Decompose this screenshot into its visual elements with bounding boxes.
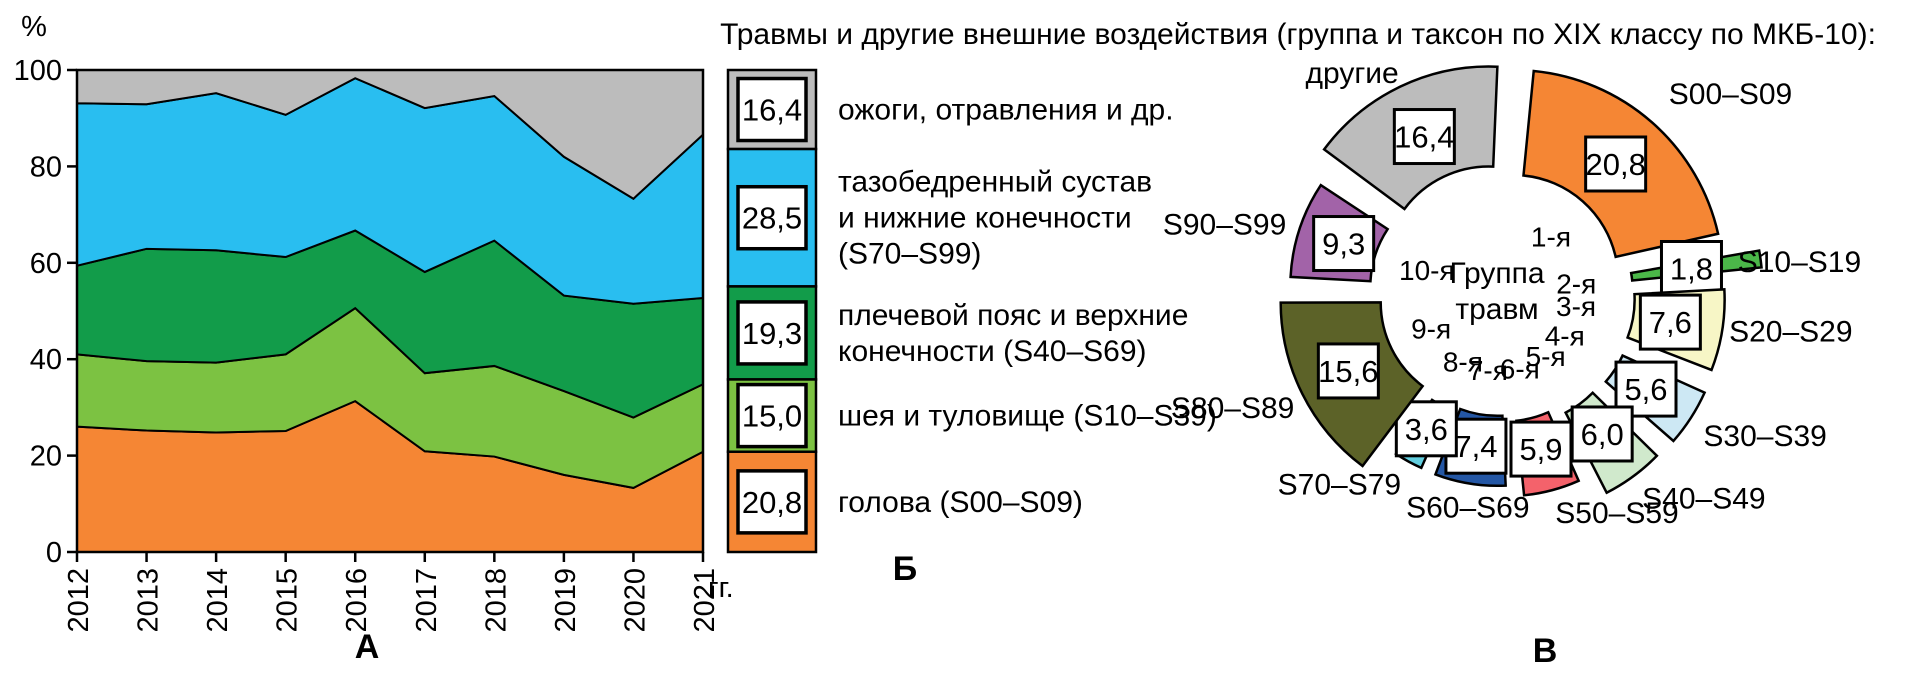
legend-entry-line: ожоги, отравления и др. [838,94,1174,127]
legend-entry-line: тазобедренный сустав [838,166,1152,199]
legend-value-box-0 [736,76,808,143]
y-axis-unit-label: % [21,11,47,43]
donut-value-S90–S99: 9,3 [1322,227,1365,262]
legend-entries: ожоги, отравления и др. тазобедренный сус… [838,94,1217,519]
donut-code-label-S50–S59: S50–S59 [1555,497,1678,530]
y-axis: 0 20 40 60 80 100 [14,55,77,569]
donut-code-label-другие: другие [1306,57,1399,90]
donut-ordinal-4-я: 4-я [1545,321,1585,352]
figure-title: Травмы и другие внешние воздействия (гру… [720,18,1876,51]
donut-code-label-S40–S49: S40–S49 [1642,482,1765,515]
y-tick-label: 40 [30,344,62,376]
donut-code-label-S90–S99: S90–S99 [1163,209,1286,242]
x-axis-unit-label: гг. [708,572,734,604]
donut-ordinal-7-я: 7-я [1468,355,1508,386]
legend-entry-line: шея и туловище (S10–S39) [838,400,1217,433]
donut-value-box-S40–S49 [1570,405,1634,463]
panel-b-label: Б [893,550,917,588]
plot-border [75,68,705,554]
x-axis: 2012 2013 2014 2015 2016 2017 2018 2019 2020 2021 [63,552,721,633]
donut-value-S70–S79: 3,6 [1405,412,1448,447]
donut-center-label-line2: травм [1455,293,1538,326]
donut-code-label-S60–S69: S60–S69 [1406,491,1529,524]
legend-value-box-3 [736,382,808,449]
legend-value-4: 20,8 [742,485,802,520]
donut-value-S40–S49: 6,0 [1581,417,1624,452]
donut-center-label-line1: Группа [1449,257,1544,290]
x-tick-label-2012: 2012 [63,568,95,633]
legend-value-2: 19,3 [742,316,802,351]
legend-value-box-2 [736,300,808,366]
donut-code-label-S30–S39: S30–S39 [1703,420,1826,453]
y-tick-label: 20 [30,441,62,473]
donut-value-box-S50–S59 [1509,420,1573,478]
x-tick-label-2020: 2020 [619,568,651,633]
donut-value-box-S70–S79 [1394,400,1458,458]
donut-ordinal-2-я: 2-я [1556,268,1596,299]
donut-value-box-S90–S99 [1312,215,1376,273]
legend-entry-line: и нижние конечности [838,202,1132,235]
x-tick-label-2015: 2015 [272,568,304,633]
y-tick-label: 80 [30,151,62,183]
donut-value-box-S80–S89 [1316,342,1380,400]
legend-value-1: 28,5 [742,201,802,236]
x-tick-label-2017: 2017 [411,568,443,633]
donut-chart: 20,8 1-я S00–S09 1,8 2-я S10–S19 7,6 3-я S20–S29… [1163,57,1861,530]
legend-entry-line: плечевой пояс и верхние [838,299,1188,332]
donut-value-S80–S89: 15,6 [1318,354,1378,389]
x-tick-label-2016: 2016 [341,568,373,633]
donut-value-box-другие [1392,108,1456,166]
donut-value-другие: 16,4 [1394,120,1454,155]
legend-value-0: 16,4 [742,93,802,128]
legend-entry-line: (S70–S99) [838,238,981,271]
donut-ordinal-6-я: 6-я [1500,353,1540,384]
panel-a-label: А [355,628,380,666]
legend-entry-line: голова (S00–S09) [838,486,1083,519]
x-tick-label-2014: 2014 [202,568,234,633]
donut-code-label-S80–S89: S80–S89 [1171,392,1294,425]
donut-code-label-S70–S79: S70–S79 [1278,469,1401,502]
stacked-area-chart [76,69,704,553]
x-tick-label-2019: 2019 [550,568,582,633]
legend-bar: 16,4 28,5 19,3 15,0 20,8 [726,68,818,554]
donut-ordinal-1-я: 1-я [1531,221,1571,252]
donut-value-S20–S29: 7,6 [1649,305,1692,340]
panel-c-label: В [1533,632,1558,670]
donut-code-label-S20–S29: S20–S29 [1729,315,1852,348]
y-tick-label: 100 [14,55,62,87]
donut-ordinal-9-я: 9-я [1411,313,1451,344]
donut-value-S10–S19: 1,8 [1670,251,1713,286]
legend-value-3: 15,0 [742,399,802,434]
donut-code-label-S10–S19: S10–S19 [1738,246,1861,279]
y-tick-label: 60 [30,248,62,280]
donut-value-S50–S59: 5,9 [1519,432,1562,467]
legend-value-box-1 [736,184,808,251]
y-tick-label: 0 [46,537,62,569]
donut-value-box-S20–S29 [1638,293,1702,351]
legend-value-box-4 [736,469,808,535]
donut-ordinal-5-я: 5-я [1526,341,1566,372]
legend-entry-line: конечности (S40–S69) [838,335,1147,368]
donut-value-S30–S39: 5,6 [1624,372,1667,407]
x-tick-label-2021: 2021 [689,568,721,633]
donut-ordinal-10-я: 10-я [1399,255,1455,286]
donut-ordinal-3-я: 3-я [1556,291,1596,322]
donut-value-S60–S69: 7,4 [1454,429,1497,464]
x-tick-label-2013: 2013 [133,568,165,633]
donut-ordinal-8-я: 8-я [1443,346,1483,377]
donut-code-label-S00–S09: S00–S09 [1669,78,1792,111]
x-tick-label-2018: 2018 [480,568,512,633]
donut-value-S00–S09: 20,8 [1585,147,1645,182]
donut-value-box-S00–S09 [1584,135,1648,193]
